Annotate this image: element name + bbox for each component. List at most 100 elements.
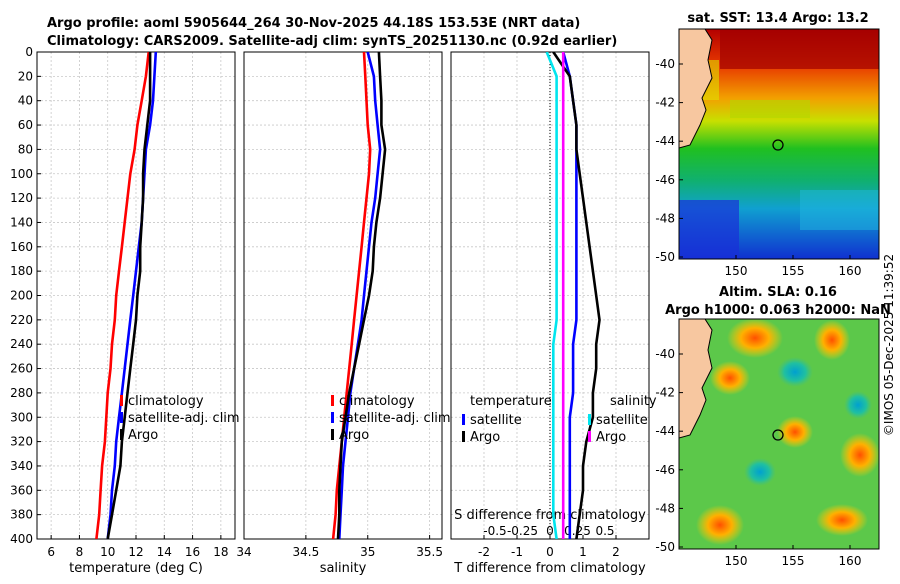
y-tick-label: 120	[10, 191, 33, 205]
legend-label: Argo	[128, 428, 158, 443]
series-group	[95, 52, 158, 539]
legend-label: satellite-adj. clim	[128, 411, 240, 426]
y-tick-label: 40	[18, 94, 33, 108]
y-tick-label: 300	[10, 410, 33, 424]
y-tick-label: 400	[10, 532, 33, 546]
y-tick-label: 100	[10, 167, 33, 181]
map-y-tick-label: -48	[655, 501, 675, 515]
x-axis-label: temperature (deg C)	[69, 561, 203, 576]
x-tick-label: 1	[579, 545, 587, 559]
series-line-satellite-adj-clim	[338, 52, 382, 539]
y-tick-label: 200	[10, 289, 33, 303]
map-y-tick-label: -46	[655, 173, 675, 187]
legend-label: satellite	[470, 413, 522, 428]
tasmania-land-shape-sla	[679, 319, 713, 439]
y-tick-label: 240	[10, 337, 33, 351]
sla-map-title-2: Argo h1000: 0.063 h2000: NaN	[665, 303, 891, 318]
legend-swatch	[462, 431, 465, 442]
tasmania-land-shape	[679, 29, 713, 149]
panel-temperature: 0 20 40 60 80 100 120 140 160 180 200 220 240 260 280 3…	[10, 45, 240, 576]
legend-swatch	[331, 395, 334, 406]
legend-title-salinity: salinity	[610, 394, 657, 409]
x-tick-label: 16	[185, 545, 200, 559]
legend-swatch	[331, 412, 334, 423]
y-tick-label: 20	[18, 69, 33, 83]
legend-title-temperature: temperature	[470, 394, 552, 409]
legend-swatch	[588, 431, 591, 442]
map-y-tick-label: -50	[655, 250, 675, 264]
legend-swatch	[588, 414, 591, 425]
map-y-tick-label: -48	[655, 211, 675, 225]
x-tick-label: 0	[546, 545, 554, 559]
header-line-1: Argo profile: aoml 5905644_264 30-Nov-20…	[47, 16, 580, 31]
map-y-tick-label: -46	[655, 463, 675, 477]
y-tick-label: 60	[18, 118, 33, 132]
legend-swatch	[120, 429, 123, 440]
legend-swatch	[331, 429, 334, 440]
argo-location-marker	[772, 139, 784, 151]
s-axis-label: S difference from climatology	[454, 508, 646, 523]
series-line-argo	[106, 52, 152, 539]
series-group	[331, 52, 387, 539]
sst-map: sat. SST: 13.4 Argo: 13.2 -40 -42 -44 -46 -4…	[655, 11, 880, 278]
sla-map-title-1: Altim. SLA: 0.16	[719, 285, 837, 300]
legend-label: climatology	[339, 394, 415, 409]
map-x-tick-label: 160	[839, 264, 862, 278]
x-tick-label: 2	[612, 545, 620, 559]
x-tick-label: -2	[478, 545, 490, 559]
y-tick-label: 360	[10, 483, 33, 497]
s-x-tick-label: 0.5	[595, 524, 614, 538]
x-tick-label: -1	[511, 545, 523, 559]
map-y-tick-label: -40	[655, 347, 675, 361]
map-x-tick-label: 150	[725, 264, 748, 278]
y-tick-label: 160	[10, 240, 33, 254]
map-x-tick-label: 155	[782, 264, 805, 278]
axes-frame	[243, 51, 443, 540]
legend-label: Argo	[596, 430, 626, 445]
x-tick-label: 34.5	[293, 545, 320, 559]
x-tick-label: 12	[128, 545, 143, 559]
panel-difference: -2 -1 0 1 2 T difference from climatology -0.5…	[450, 51, 657, 576]
series-line-s-satellite	[545, 52, 558, 539]
argo-location-marker-sla	[772, 429, 784, 441]
s-x-tick-label: -0.5	[483, 524, 506, 538]
y-tick-label: 280	[10, 386, 33, 400]
x-axis-label: salinity	[320, 561, 367, 576]
legend-swatch	[120, 395, 123, 406]
series-line-t-argo	[552, 52, 601, 539]
sst-map-title: sat. SST: 13.4 Argo: 13.2	[687, 11, 868, 26]
x-axis-label: T difference from climatology	[453, 561, 646, 576]
s-x-tick-label: 0	[546, 524, 554, 538]
x-tick-label: 34	[236, 545, 251, 559]
map-y-tick-label: -42	[655, 386, 675, 400]
y-tick-label: 0	[25, 45, 33, 59]
legend-label: Argo	[339, 428, 369, 443]
y-tick-label: 260	[10, 362, 33, 376]
legend-label: Argo	[470, 430, 500, 445]
legend-label: climatology	[128, 394, 204, 409]
map-y-tick-label: -44	[655, 424, 675, 438]
x-tick-label: 18	[213, 545, 228, 559]
legend-label: satellite	[596, 413, 648, 428]
legend-swatch	[462, 414, 465, 425]
y-tick-label: 140	[10, 215, 33, 229]
panel-salinity: 34 34.5 35 35.5 salinity climatology satellite…	[236, 51, 451, 576]
legend-label: satellite-adj. clim	[339, 411, 451, 426]
header-line-2: Climatology: CARS2009. Satellite-adj cli…	[47, 34, 617, 49]
series-line-climatology	[95, 52, 150, 539]
profile-plots: 0204060801001201401601802002202402602803…	[10, 45, 657, 576]
x-tick-label: 14	[157, 545, 172, 559]
y-tick-label: 180	[10, 264, 33, 278]
x-tick-label: 8	[76, 545, 84, 559]
map-y-tick-label: -42	[655, 96, 675, 110]
map-y-tick-label: -40	[655, 57, 675, 71]
x-tick-label: 6	[47, 545, 55, 559]
x-tick-label: 35	[360, 545, 375, 559]
x-tick-label: 35.5	[416, 545, 443, 559]
series-group	[545, 52, 601, 539]
sla-map: Altim. SLA: 0.16 Argo h1000: 0.063 h2000…	[655, 285, 890, 568]
series-line-t-satellite	[561, 52, 578, 539]
s-x-tick-label: -0.25	[507, 524, 538, 538]
x-tick-label: 10	[100, 545, 115, 559]
